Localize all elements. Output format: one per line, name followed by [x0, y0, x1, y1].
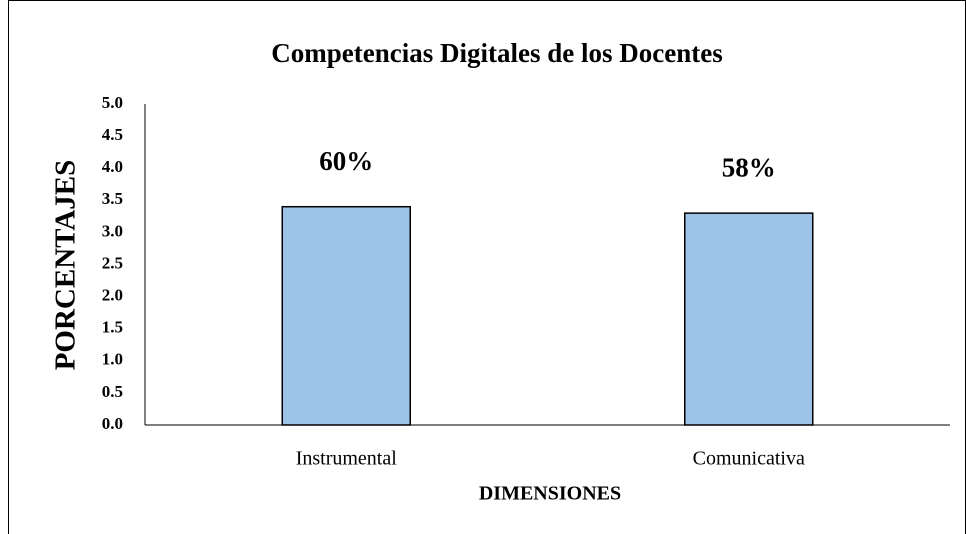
- bar: [281, 205, 411, 426]
- y-tick-label: 0.0: [102, 414, 123, 433]
- y-tick-label: 3.0: [102, 221, 123, 240]
- bar: [684, 212, 814, 426]
- annotation: 60%: [319, 146, 373, 176]
- y-axis-label: PORCENTAJES: [50, 160, 82, 371]
- x-tick-label: Instrumental: [296, 448, 398, 470]
- chart-title: Competencias Digitales de los Docentes: [271, 38, 722, 68]
- y-tick-label: 4.5: [102, 125, 123, 144]
- y-tick-label: 4.0: [102, 157, 123, 176]
- y-tick-label: 0.5: [102, 382, 123, 401]
- y-tick-label: 5.0: [102, 93, 123, 112]
- y-tick-label: 1.0: [102, 350, 123, 369]
- y-tick-label: 1.5: [102, 318, 123, 337]
- y-tick-label: 2.0: [102, 286, 123, 305]
- chart-border: [8, 0, 966, 534]
- y-tick-label: 3.5: [102, 189, 123, 208]
- y-tick-label: 2.5: [102, 253, 123, 272]
- annotation: 58%: [722, 152, 776, 182]
- x-tick-label: Comunicativa: [693, 448, 805, 470]
- x-axis-label: DIMENSIONES: [479, 483, 621, 505]
